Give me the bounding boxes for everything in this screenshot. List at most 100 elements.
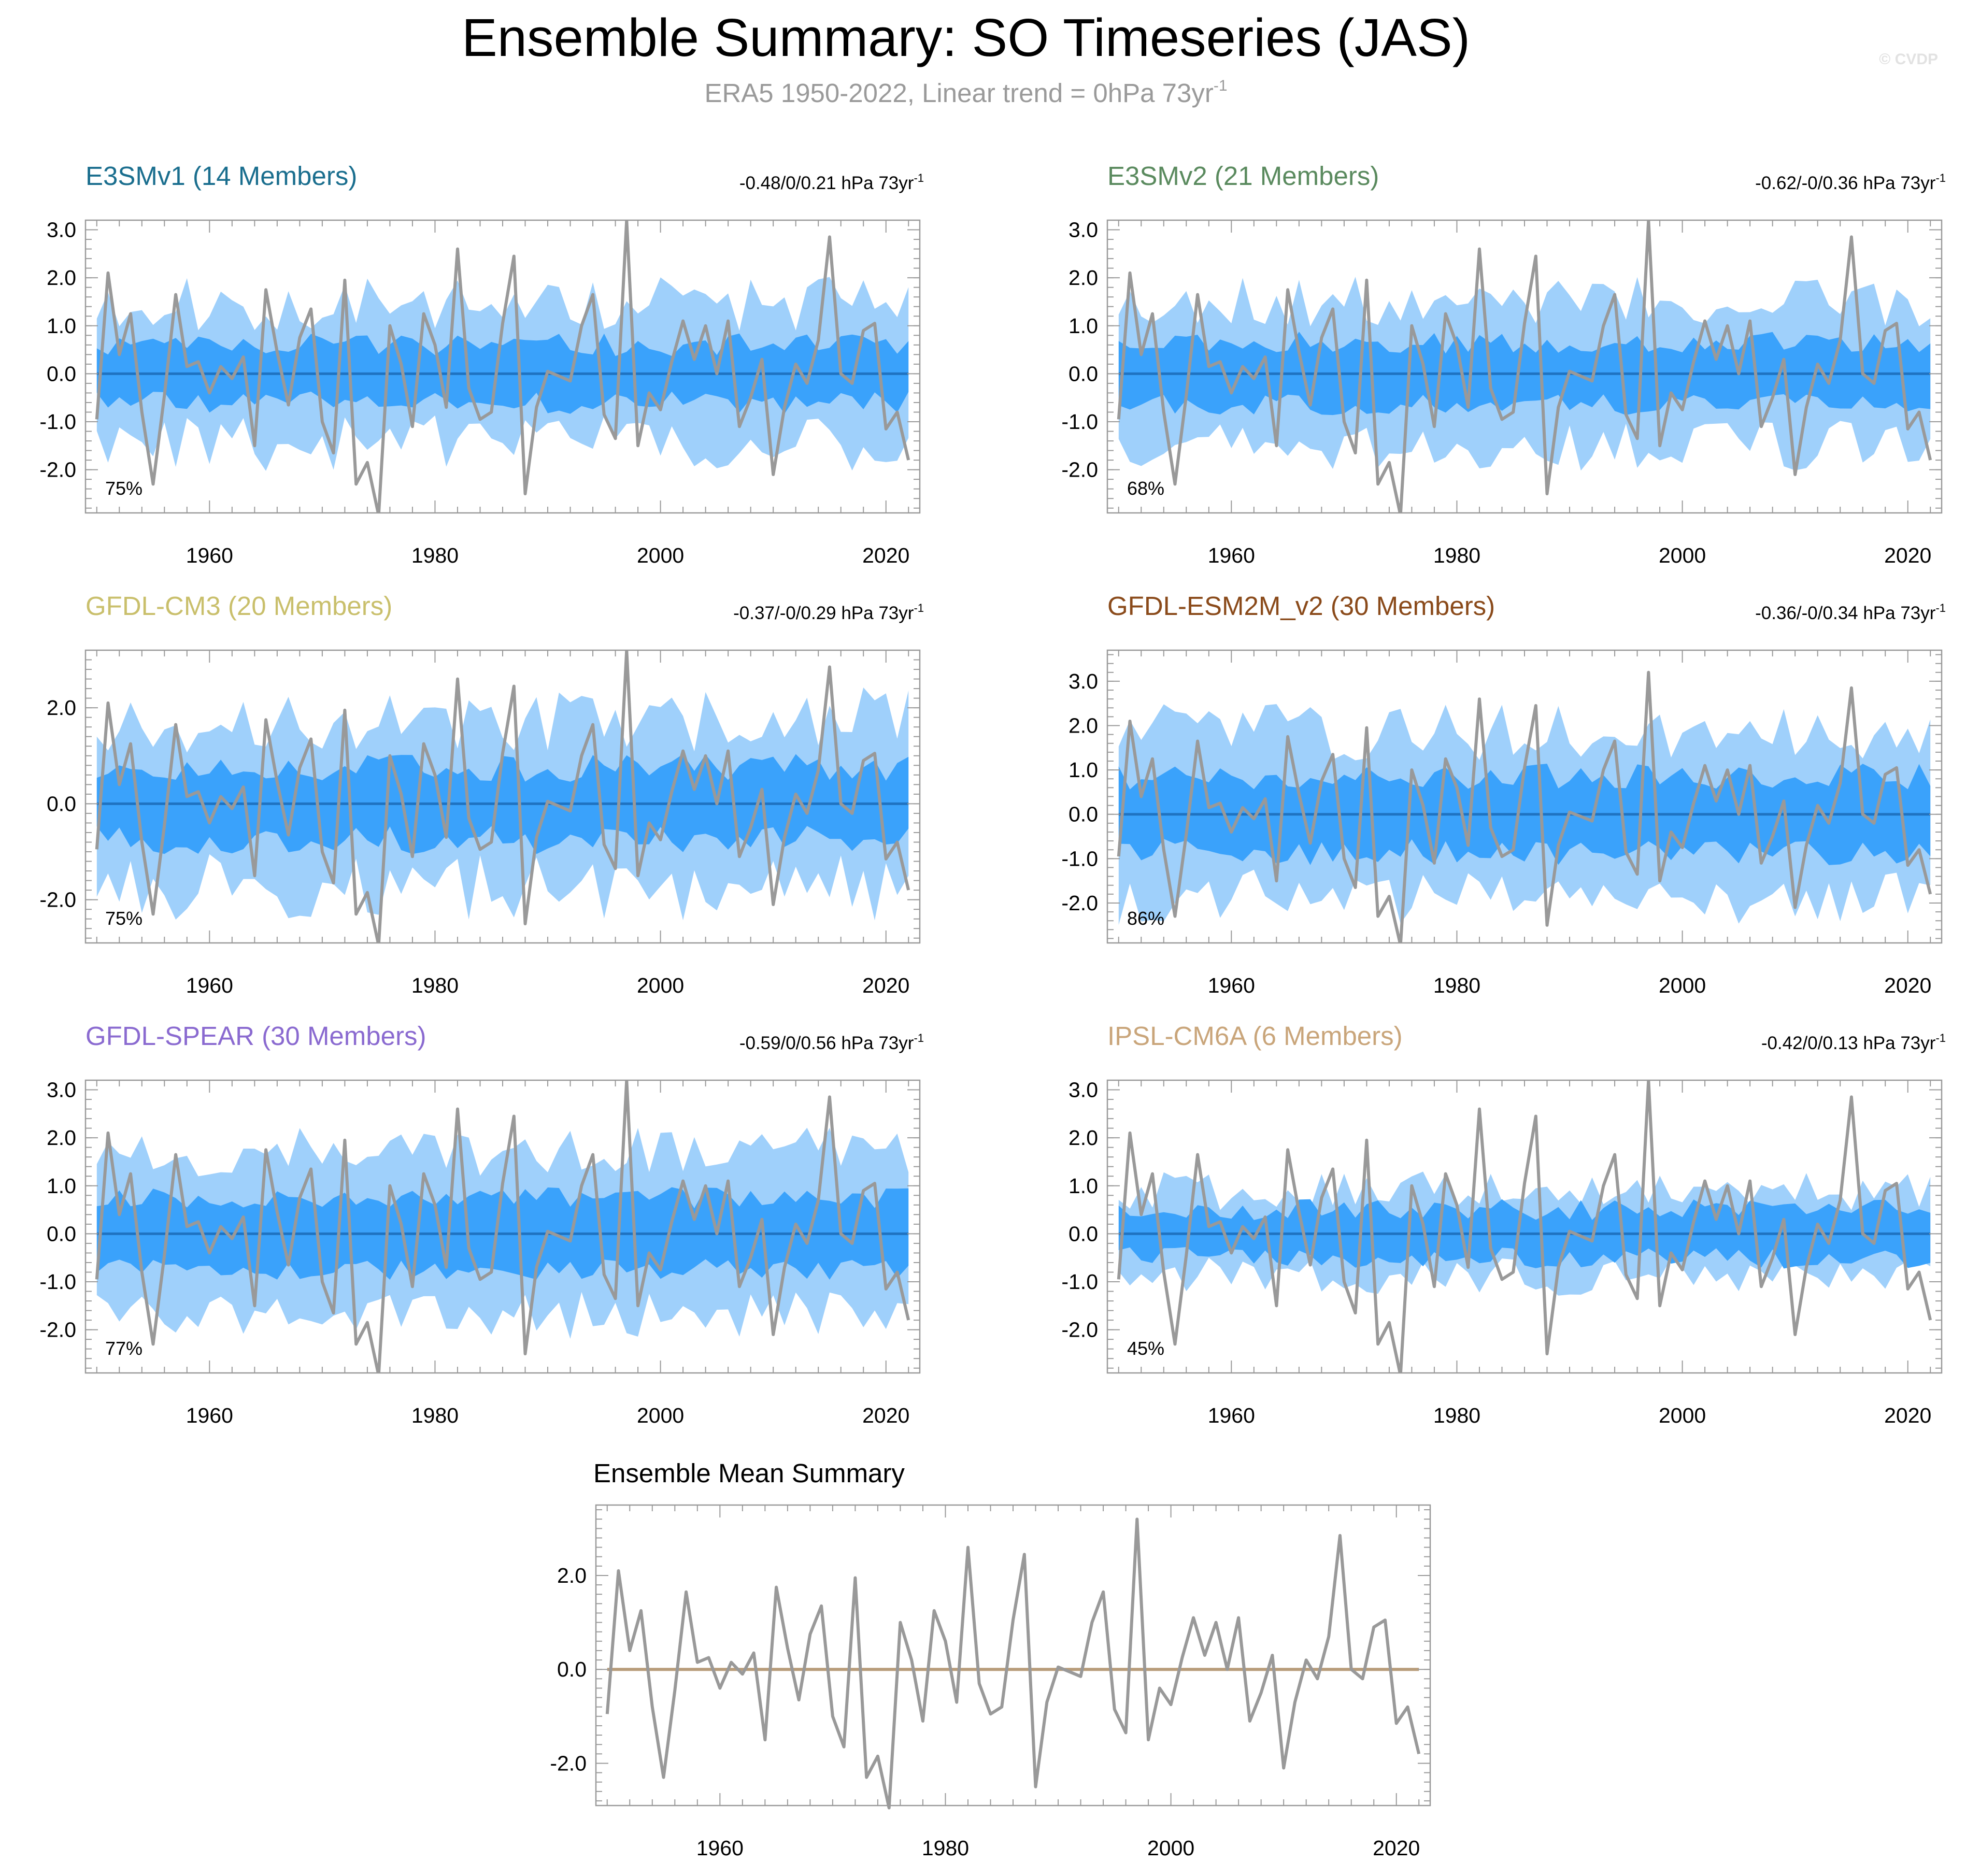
panel-e3smv1-frame <box>84 219 921 514</box>
panel-ipsl-cm6a-xtick-label: 1980 <box>1433 1404 1480 1427</box>
panel-gfdl-esm2m-v2-ytick-label: 2.0 <box>1069 714 1098 738</box>
panel-e3smv2-ytick-label: 0.0 <box>1069 362 1098 385</box>
panel-gfdl-cm3-plot-area <box>95 650 910 943</box>
panel-ipsl-cm6a-ytick-label: -2.0 <box>1061 1318 1098 1342</box>
panel-e3smv1-ytick-label: -2.0 <box>39 458 76 482</box>
panel-e3smv1-xtick-label: 1980 <box>411 543 459 567</box>
panel-gfdl-spear-ytick-label: -2.0 <box>39 1318 76 1342</box>
panel-gfdl-cm3: -2.0 0.0 2.0 1960 1980 2000 2020 GFDL-CM3 (20 M… <box>39 591 924 997</box>
panel-gfdl-spear-ytick-label: 1.0 <box>47 1174 76 1198</box>
panel-e3smv2-ytick-label: 3.0 <box>1069 218 1098 242</box>
panel-gfdl-esm2m-v2-ytick-label: -1.0 <box>1061 847 1098 870</box>
panels-group: -2.0 -1.0 0.0 1.0 2.0 3.0 1960 1980 2000 2020 E3SM… <box>39 161 1946 1427</box>
panel-ipsl-cm6a-ytick-label: 3.0 <box>1069 1078 1098 1102</box>
panel-e3smv2: -2.0 -1.0 0.0 1.0 2.0 3.0 1960 1980 2000 2020 E3SM… <box>1061 161 1946 567</box>
panel-gfdl-spear-xtick-label: 1980 <box>411 1404 459 1427</box>
summary-ytick-label: -2.0 <box>550 1751 587 1775</box>
panel-e3smv2-ytick-label: -1.0 <box>1061 410 1098 434</box>
panel-e3smv1-xtick-label: 2000 <box>637 543 684 567</box>
panel-gfdl-esm2m-v2-xtick-label: 2020 <box>1884 973 1931 997</box>
summary-title: Ensemble Mean Summary <box>593 1458 905 1488</box>
panel-gfdl-esm2m-v2-xtick-label: 1960 <box>1208 973 1255 997</box>
panel-e3smv1-title: E3SMv1 (14 Members) <box>86 161 357 191</box>
panel-gfdl-esm2m-v2-ytick-label: -2.0 <box>1061 891 1098 915</box>
panel-gfdl-cm3-xtick-label: 2000 <box>637 973 684 997</box>
panel-gfdl-spear-ytick-label: 3.0 <box>47 1078 76 1102</box>
panel-gfdl-cm3-xtick-label: 1980 <box>411 973 459 997</box>
panel-ipsl-cm6a-xtick-label: 1960 <box>1208 1404 1255 1427</box>
panel-gfdl-esm2m-v2-ytick-label: 0.0 <box>1069 803 1098 826</box>
panel-e3smv1-ytick-label: 2.0 <box>47 266 76 290</box>
panel-gfdl-cm3-percent-label: 75% <box>105 908 143 929</box>
panel-gfdl-spear-title: GFDL-SPEAR (30 Members) <box>86 1021 426 1051</box>
panel-e3smv2-xtick-label: 1980 <box>1433 543 1480 567</box>
panel-e3smv1-ytick-label: 0.0 <box>47 362 76 385</box>
panel-gfdl-spear-observed-line <box>95 1080 910 1373</box>
panel-gfdl-spear-ytick-label: 0.0 <box>47 1222 76 1245</box>
panel-gfdl-esm2m-v2: -2.0 -1.0 0.0 1.0 2.0 3.0 1960 1980 2000 2020 GFDL… <box>1061 591 1946 997</box>
panel-gfdl-esm2m-v2-plot-area <box>1117 670 1932 943</box>
panel-gfdl-esm2m-v2-percent-label: 86% <box>1127 908 1164 929</box>
panel-gfdl-esm2m-v2-ytick-label: 3.0 <box>1069 669 1098 693</box>
panel-gfdl-esm2m-v2-ytick-label: 1.0 <box>1069 758 1098 782</box>
summary-ytick-label: 0.0 <box>557 1657 587 1681</box>
panel-gfdl-spear: -2.0 -1.0 0.0 1.0 2.0 3.0 1960 1980 2000 2020 GFDL… <box>39 1021 924 1427</box>
panel-gfdl-esm2m-v2-observed-line <box>1117 670 1932 943</box>
panel-gfdl-cm3-xtick-label: 1960 <box>186 973 233 997</box>
panel-gfdl-cm3-xtick-label: 2020 <box>862 973 909 997</box>
panel-gfdl-spear-plot-area <box>95 1080 910 1373</box>
panel-e3smv1: -2.0 -1.0 0.0 1.0 2.0 3.0 1960 1980 2000 2020 E3SM… <box>39 161 924 567</box>
subtitle: ERA5 1950-2022, Linear trend = 0hPa 73yr… <box>704 77 1227 108</box>
panel-ipsl-cm6a-trend-label: -0.42/0/0.13 hPa 73yr-1 <box>1761 1032 1946 1053</box>
panel-gfdl-cm3-ytick-label: 0.0 <box>47 792 76 815</box>
panel-ipsl-cm6a-title: IPSL-CM6A (6 Members) <box>1107 1021 1403 1051</box>
panel-e3smv1-xtick-label: 1960 <box>186 543 233 567</box>
panel-ipsl-cm6a-xtick-label: 2020 <box>1884 1404 1931 1427</box>
panel-gfdl-cm3-frame <box>84 649 921 944</box>
panel-gfdl-esm2m-v2-xtick-label: 2000 <box>1659 973 1706 997</box>
panel-e3smv1-ytick-label: 1.0 <box>47 314 76 338</box>
summary-xtick-label: 2000 <box>1147 1836 1194 1860</box>
panel-e3smv2-frame <box>1106 219 1943 514</box>
panel-e3smv2-xtick-label: 2000 <box>1659 543 1706 567</box>
panel-e3smv2-title: E3SMv2 (21 Members) <box>1107 161 1379 191</box>
panel-gfdl-spear-xtick-label: 2020 <box>862 1404 909 1427</box>
subtitle-text: ERA5 1950-2022, Linear trend = 0hPa 73yr <box>704 78 1213 108</box>
panel-e3smv1-observed-line <box>95 220 910 513</box>
subtitle-superscript: -1 <box>1214 77 1228 94</box>
panel-ipsl-cm6a-frame <box>1106 1079 1943 1374</box>
summary-ytick-label: 2.0 <box>557 1564 587 1587</box>
panel-e3smv1-percent-label: 75% <box>105 478 143 499</box>
panel-gfdl-esm2m-v2-frame <box>1106 649 1943 944</box>
panel-ipsl-cm6a-percent-label: 45% <box>1127 1338 1164 1359</box>
panel-e3smv1-xtick-label: 2020 <box>862 543 909 567</box>
panel-gfdl-esm2m-v2-trend-label: -0.36/-0/0.34 hPa 73yr-1 <box>1755 602 1946 623</box>
panel-gfdl-cm3-observed-line <box>95 650 910 943</box>
panel-gfdl-cm3-ytick-label: -2.0 <box>39 888 76 912</box>
summary-xtick-label: 1960 <box>696 1836 744 1860</box>
panel-ipsl-cm6a-observed-line <box>1117 1080 1932 1373</box>
panel-e3smv1-plot-area <box>95 220 910 513</box>
panel-e3smv2-percent-label: 68% <box>1127 478 1164 499</box>
summary-observed-line <box>605 1517 1421 1810</box>
panel-ipsl-cm6a-ytick-label: 2.0 <box>1069 1126 1098 1150</box>
panel-ipsl-cm6a-ytick-label: 1.0 <box>1069 1174 1098 1198</box>
panel-e3smv2-ytick-label: 2.0 <box>1069 266 1098 290</box>
panel-gfdl-esm2m-v2-title: GFDL-ESM2M_v2 (30 Members) <box>1107 591 1495 621</box>
panel-e3smv1-trend-label: -0.48/0/0.21 hPa 73yr-1 <box>739 171 924 193</box>
panel-gfdl-spear-ytick-label: -1.0 <box>39 1270 76 1294</box>
summary-frame <box>595 1504 1431 1807</box>
credit: © CVDP <box>1879 51 1938 68</box>
panel-gfdl-spear-frame <box>84 1079 921 1374</box>
panel-e3smv2-xtick-label: 1960 <box>1208 543 1255 567</box>
panel-gfdl-spear-trend-label: -0.59/0/0.56 hPa 73yr-1 <box>739 1032 924 1053</box>
panel-e3smv2-ytick-label: -2.0 <box>1061 458 1098 482</box>
panel-gfdl-spear-percent-label: 77% <box>105 1338 143 1359</box>
panel-gfdl-cm3-ytick-label: 2.0 <box>47 696 76 720</box>
panel-e3smv1-ytick-label: 3.0 <box>47 218 76 242</box>
panel-e3smv2-plot-area <box>1117 220 1932 513</box>
panel-e3smv2-observed-line <box>1117 220 1932 513</box>
panel-ipsl-cm6a-xtick-label: 2000 <box>1659 1404 1706 1427</box>
panel-e3smv2-trend-label: -0.62/-0/0.36 hPa 73yr-1 <box>1755 171 1946 193</box>
